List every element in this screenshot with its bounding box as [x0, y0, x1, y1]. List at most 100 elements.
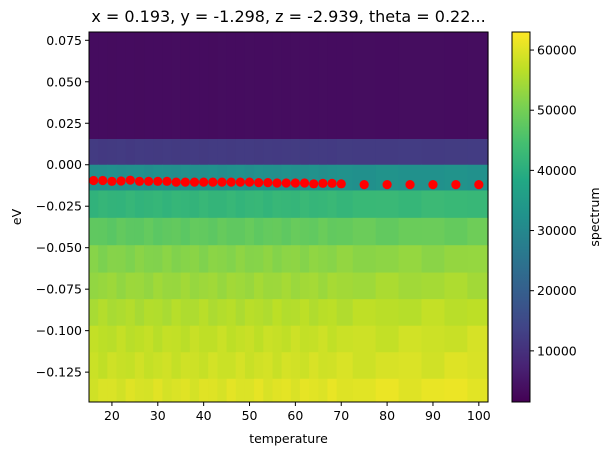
heatmap-cell	[134, 352, 145, 380]
heatmap-cell	[375, 139, 400, 166]
heatmap-cell	[125, 139, 136, 166]
heatmap-cell	[134, 139, 145, 166]
heatmap-cell	[421, 325, 446, 353]
heatmap-cell	[309, 139, 319, 166]
heatmap-cell	[217, 299, 228, 327]
heatmap-cell	[327, 352, 338, 380]
heatmap-cell	[89, 325, 99, 353]
colorbar	[511, 31, 531, 403]
heatmap-cell	[290, 245, 301, 273]
heatmap-cell	[134, 325, 145, 353]
heatmap-cell	[336, 139, 354, 166]
heatmap-cell	[144, 139, 154, 166]
heatmap-cell	[89, 32, 99, 140]
heatmap-cell	[116, 378, 127, 403]
heatmap-cell	[244, 378, 255, 403]
scatter-point	[217, 177, 227, 187]
heatmap-cell	[144, 325, 154, 353]
heatmap-cell	[208, 272, 219, 300]
scatter-point	[405, 180, 415, 190]
heatmap-cell	[327, 190, 338, 219]
heatmap-cell	[235, 299, 246, 327]
heatmap-cell	[217, 217, 228, 246]
heatmap-cell	[144, 190, 154, 219]
heatmap-cell	[398, 378, 423, 403]
heatmap-cell	[327, 378, 338, 403]
heatmap-cell	[444, 164, 468, 191]
heatmap-cell	[144, 272, 154, 300]
heatmap-cell	[375, 245, 400, 273]
heatmap-cell	[199, 378, 209, 403]
heatmap-cell	[309, 299, 319, 327]
heatmap-cell	[208, 190, 219, 219]
heatmap-cell	[318, 245, 329, 273]
scatter-point	[327, 178, 337, 188]
heatmap-cell	[134, 190, 145, 219]
heatmap-cell	[162, 325, 173, 353]
colorbar-tick-label: 30000	[537, 223, 577, 238]
heatmap-cell	[116, 190, 127, 219]
heatmap-cell	[98, 139, 108, 166]
heatmap-cell	[107, 325, 118, 353]
heatmap-cell	[217, 272, 228, 300]
heatmap-cell	[299, 164, 310, 191]
heatmap-cell	[421, 32, 446, 140]
heatmap-cell	[290, 32, 301, 140]
heatmap-cell	[254, 299, 264, 327]
heatmap-cell	[189, 378, 200, 403]
heatmap-cell	[290, 217, 301, 246]
heatmap-cell	[180, 352, 191, 380]
heatmap-cell	[116, 139, 127, 166]
heatmap-cell	[254, 164, 264, 191]
heatmap-cell	[421, 139, 446, 166]
heatmap-cell	[134, 299, 145, 327]
heatmap-cell	[398, 217, 423, 246]
heatmap-cell	[299, 378, 310, 403]
scatter-point	[144, 176, 154, 186]
heatmap-cell	[352, 325, 377, 353]
heatmap-cell	[89, 139, 99, 166]
y-tick-label: −0.025	[36, 199, 82, 214]
heatmap-cell	[98, 32, 108, 140]
y-tick-label: 0.025	[46, 116, 82, 131]
heatmap-cell	[352, 139, 377, 166]
heatmap-cell	[226, 217, 237, 246]
y-tick-label: 0.050	[46, 74, 82, 89]
heatmap-cell	[162, 139, 173, 166]
heatmap-cell	[107, 190, 118, 219]
heatmap-cell	[153, 190, 163, 219]
heatmap-cell	[189, 217, 200, 246]
heatmap-cell	[254, 32, 264, 140]
heatmap-cell	[309, 217, 319, 246]
heatmap-cell	[467, 352, 489, 380]
heatmap-cell	[107, 352, 118, 380]
heatmap-cell	[162, 299, 173, 327]
scatter-point	[281, 178, 291, 188]
heatmap-cell	[244, 325, 255, 353]
heatmap-cell	[107, 272, 118, 300]
heatmap-cell	[98, 352, 108, 380]
heatmap-cell	[208, 32, 219, 140]
heatmap-cell	[290, 272, 301, 300]
scatter-point	[428, 180, 438, 190]
colorbar-tick-label: 60000	[537, 43, 577, 58]
heatmap-cell	[421, 299, 446, 327]
heatmap-cell	[235, 245, 246, 273]
heatmap-cell	[89, 352, 99, 380]
heatmap-cell	[180, 299, 191, 327]
colorbar-tick-label: 40000	[537, 163, 577, 178]
heatmap-cell	[309, 164, 319, 191]
heatmap-cell	[180, 190, 191, 219]
heatmap-cell	[309, 272, 319, 300]
heatmap-cell	[254, 325, 264, 353]
heatmap-cell	[375, 164, 400, 191]
heatmap-cell	[352, 217, 377, 246]
heatmap-cell	[125, 299, 136, 327]
heatmap-cells	[89, 32, 489, 403]
heatmap-cell	[299, 217, 310, 246]
heatmap-cell	[217, 378, 228, 403]
heatmap-cell	[444, 325, 468, 353]
heatmap-cell	[199, 272, 209, 300]
heatmap-cell	[272, 245, 283, 273]
